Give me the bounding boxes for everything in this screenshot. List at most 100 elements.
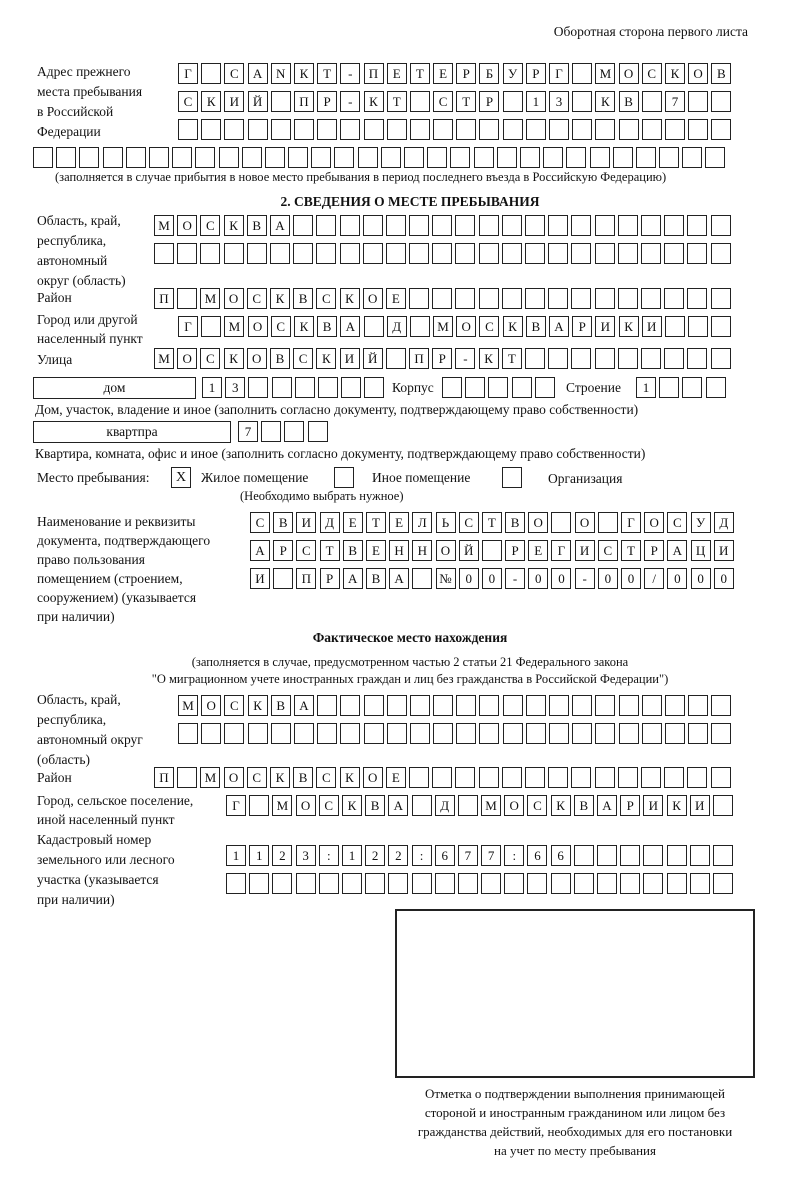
char-cell[interactable]: И (689, 795, 710, 816)
char-cell[interactable]: С (318, 795, 339, 816)
char-cell[interactable] (501, 288, 522, 309)
char-cell[interactable] (594, 243, 615, 264)
char-cell[interactable]: К (247, 695, 268, 716)
char-cell[interactable]: 0 (551, 568, 572, 589)
checkbox-other-premises[interactable] (334, 467, 354, 488)
char-cell[interactable]: У (690, 512, 711, 533)
char-cell[interactable] (548, 215, 569, 236)
char-cell[interactable]: В (525, 316, 546, 337)
char-cell[interactable]: 2 (365, 845, 386, 866)
char-cell[interactable] (478, 767, 499, 788)
char-cell[interactable]: П (293, 91, 314, 112)
char-cell[interactable]: О (574, 512, 595, 533)
char-cell[interactable] (617, 288, 638, 309)
char-cell[interactable] (688, 695, 709, 716)
char-cell[interactable]: М (481, 795, 502, 816)
char-cell[interactable] (711, 316, 732, 337)
char-cell[interactable]: Й (458, 540, 479, 561)
char-cell[interactable] (595, 723, 616, 744)
char-cell[interactable]: Й (362, 348, 383, 369)
char-cell[interactable]: Р (525, 63, 546, 84)
char-cell[interactable]: О (435, 540, 456, 561)
doc-row-3[interactable]: И П Р А В А № 0 0-0 0-0 0/0 0 0 (250, 568, 737, 590)
char-cell[interactable]: 1 (341, 845, 362, 866)
char-cell[interactable]: А (250, 540, 270, 561)
char-cell[interactable]: 3 (549, 91, 569, 112)
char-cell[interactable]: Р (572, 316, 593, 337)
char-cell[interactable] (548, 767, 569, 788)
char-cell[interactable] (501, 767, 522, 788)
char-cell[interactable]: И (595, 316, 616, 337)
char-cell[interactable] (293, 243, 314, 264)
char-cell[interactable] (594, 215, 615, 236)
char-cell[interactable]: 6 (550, 845, 571, 866)
char-cell[interactable] (666, 845, 687, 866)
char-cell[interactable] (478, 288, 499, 309)
char-cell[interactable] (201, 723, 222, 744)
char-cell[interactable]: 1 (202, 377, 222, 398)
char-cell[interactable] (664, 767, 685, 788)
char-cell[interactable] (195, 147, 216, 168)
char-cell[interactable] (434, 873, 455, 894)
char-cell[interactable] (201, 119, 222, 140)
char-cell[interactable]: С (433, 91, 454, 112)
char-cell[interactable]: О (223, 288, 244, 309)
char-cell[interactable] (339, 215, 360, 236)
char-cell[interactable] (341, 873, 362, 894)
char-cell[interactable]: / (644, 568, 665, 589)
char-cell[interactable]: В (270, 695, 291, 716)
char-cell[interactable] (102, 147, 123, 168)
char-cell[interactable] (710, 215, 731, 236)
char-cell[interactable]: М (433, 316, 454, 337)
char-cell[interactable] (270, 723, 291, 744)
char-cell[interactable] (411, 873, 432, 894)
char-cell[interactable] (664, 243, 685, 264)
char-cell[interactable] (641, 91, 662, 112)
char-cell[interactable] (409, 91, 430, 112)
char-cell[interactable]: Т (386, 91, 407, 112)
char-cell[interactable] (450, 147, 471, 168)
char-cell[interactable] (481, 540, 502, 561)
char-cell[interactable]: 3 (225, 377, 246, 398)
char-cell[interactable] (385, 348, 406, 369)
char-cell[interactable] (455, 215, 476, 236)
char-cell[interactable]: А (388, 795, 409, 816)
char-cell[interactable]: О (618, 63, 639, 84)
char-cell[interactable]: Т (481, 512, 502, 533)
char-cell[interactable]: С (270, 316, 291, 337)
char-cell[interactable]: Е (389, 512, 410, 533)
char-cell[interactable] (687, 288, 708, 309)
char-cell[interactable]: С (246, 767, 267, 788)
char-cell[interactable]: К (316, 348, 337, 369)
char-cell[interactable] (548, 288, 569, 309)
char-cell[interactable] (457, 795, 478, 816)
char-cell[interactable] (641, 695, 662, 716)
flat-number-row[interactable]: 7 (238, 421, 331, 443)
char-cell[interactable] (597, 845, 617, 866)
char-cell[interactable]: Т (621, 540, 641, 561)
char-cell[interactable] (148, 147, 169, 168)
char-cell[interactable] (525, 288, 545, 309)
char-cell[interactable] (455, 288, 476, 309)
char-cell[interactable] (478, 215, 499, 236)
char-cell[interactable] (172, 147, 193, 168)
char-cell[interactable] (247, 119, 268, 140)
char-cell[interactable] (597, 512, 618, 533)
char-cell[interactable] (412, 568, 433, 589)
char-cell[interactable] (264, 147, 285, 168)
char-cell[interactable]: С (667, 512, 688, 533)
char-cell[interactable] (317, 119, 338, 140)
char-cell[interactable] (689, 873, 710, 894)
char-cell[interactable] (525, 243, 545, 264)
char-cell[interactable]: О (247, 316, 268, 337)
char-cell[interactable]: 0 (621, 568, 641, 589)
char-cell[interactable] (502, 723, 523, 744)
char-cell[interactable]: В (505, 512, 526, 533)
char-cell[interactable] (386, 119, 407, 140)
char-cell[interactable]: Е (528, 540, 549, 561)
char-cell[interactable] (571, 288, 592, 309)
char-cell[interactable]: К (550, 795, 571, 816)
char-cell[interactable]: 1 (525, 91, 546, 112)
char-cell[interactable] (711, 695, 732, 716)
